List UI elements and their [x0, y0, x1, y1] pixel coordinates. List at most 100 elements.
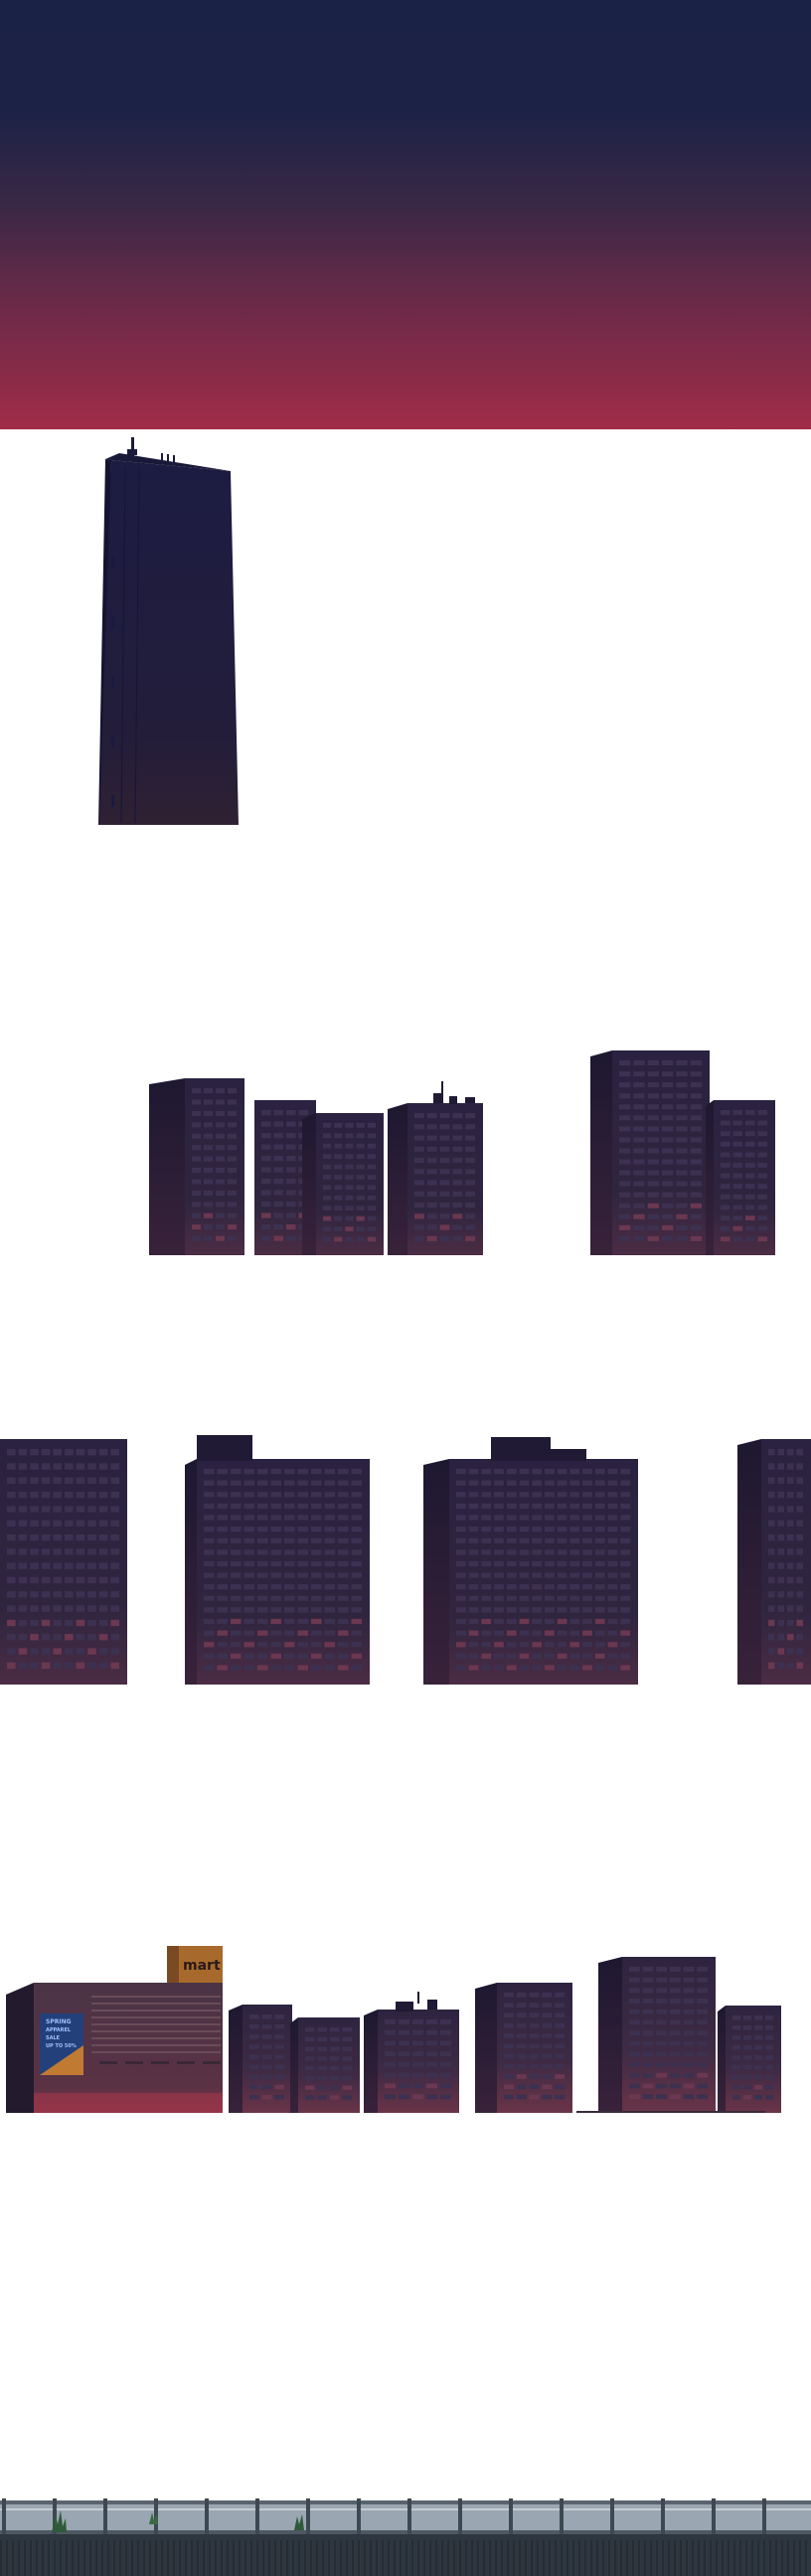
building-window: [481, 1492, 492, 1498]
building-window: [98, 1591, 108, 1598]
far-building: [590, 1050, 710, 1255]
building-window: [351, 1549, 362, 1555]
building-window: [569, 1469, 580, 1475]
rail-post: [509, 2498, 513, 2534]
building-window: [270, 1549, 281, 1555]
building-window: [243, 1595, 254, 1601]
building-window: [192, 1088, 201, 1094]
building-window: [732, 2095, 740, 2100]
building-window: [311, 1572, 322, 1578]
building-window: [270, 1630, 281, 1636]
ground-line: [0, 2540, 2, 2576]
building-window: [30, 1491, 39, 1499]
ground-line: [662, 2540, 664, 2576]
building-window: [594, 1537, 605, 1543]
building-window: [204, 1515, 215, 1521]
ground-line: [376, 2540, 378, 2576]
mid-building: [0, 1439, 127, 1685]
building-window: [217, 1469, 228, 1475]
building-window: [412, 2029, 423, 2035]
building-window: [87, 1562, 96, 1569]
building-window: [249, 2044, 259, 2049]
building-window: [324, 1503, 335, 1509]
building-window: [765, 2065, 773, 2070]
building-window: [261, 1202, 271, 1208]
building-window: [87, 1591, 96, 1598]
building-window: [768, 1477, 775, 1484]
ground-line: [268, 2540, 270, 2576]
ground-line: [453, 2540, 455, 2576]
building-window: [468, 1653, 479, 1659]
building-window: [721, 1184, 730, 1190]
building-window: [777, 1506, 784, 1513]
ground-line: [119, 2540, 121, 2576]
building-window: [545, 1584, 555, 1590]
building-window: [426, 2051, 437, 2057]
building-window: [607, 1515, 618, 1521]
building-window: [110, 1491, 119, 1499]
building-window: [757, 1131, 767, 1136]
building-window: [532, 1480, 542, 1486]
ground-line: [578, 2540, 580, 2576]
building-window: [385, 2072, 396, 2078]
building-window: [204, 1224, 213, 1230]
building-window: [662, 1060, 674, 1065]
building-window: [330, 2056, 340, 2061]
building-window: [53, 1619, 62, 1627]
building-window: [284, 1572, 295, 1578]
building-window: [745, 1225, 755, 1231]
building-window: [231, 1642, 242, 1648]
building-window: [228, 1156, 237, 1162]
building-window: [338, 1642, 349, 1648]
building-window: [642, 2009, 654, 2014]
building-window: [697, 2062, 708, 2067]
building-window: [670, 2072, 681, 2078]
building-window: [582, 1527, 592, 1532]
building-window: [439, 1224, 450, 1230]
building-window: [41, 1449, 51, 1456]
building-window: [110, 1634, 119, 1641]
building-window: [324, 1560, 335, 1567]
mall-vent: [125, 2061, 143, 2064]
building-window: [351, 1665, 362, 1671]
building-side: [290, 2017, 298, 2113]
mall-slat: [91, 1996, 221, 1998]
building-window: [204, 1503, 215, 1509]
building-window: [662, 1126, 674, 1132]
building-window: [65, 1591, 74, 1598]
building-window: [456, 1469, 466, 1475]
building-window: [620, 1515, 630, 1521]
building-window: [670, 1977, 681, 1983]
building-window: [452, 1203, 463, 1208]
building-window: [481, 1618, 492, 1625]
ground-line: [239, 2540, 241, 2576]
building-window: [342, 2027, 352, 2032]
tower-side-shadow: [98, 459, 111, 825]
building-window: [452, 1135, 463, 1141]
building-window: [204, 1133, 213, 1139]
building-window: [385, 2019, 396, 2024]
building-window: [594, 1549, 605, 1555]
building-window: [494, 1527, 504, 1532]
building-window: [338, 1607, 349, 1613]
building-window: [620, 1584, 630, 1590]
building-window: [468, 1630, 479, 1636]
building-window: [569, 1584, 580, 1590]
building-window: [41, 1576, 51, 1584]
building-window: [732, 1173, 742, 1179]
building-window: [385, 2040, 396, 2046]
building-window: [342, 2056, 352, 2061]
building-window: [216, 1168, 225, 1174]
building-window: [481, 1469, 492, 1475]
building-window: [721, 1163, 730, 1168]
building-window: [18, 1533, 28, 1541]
building-window: [529, 1993, 540, 1998]
building-window: [53, 1648, 62, 1655]
building-window: [765, 2015, 773, 2020]
tower-facade-mark: [111, 735, 114, 747]
building-window: [323, 1164, 332, 1170]
building-window: [620, 1480, 630, 1486]
ground-line: [262, 2540, 264, 2576]
building-window: [690, 1224, 702, 1230]
